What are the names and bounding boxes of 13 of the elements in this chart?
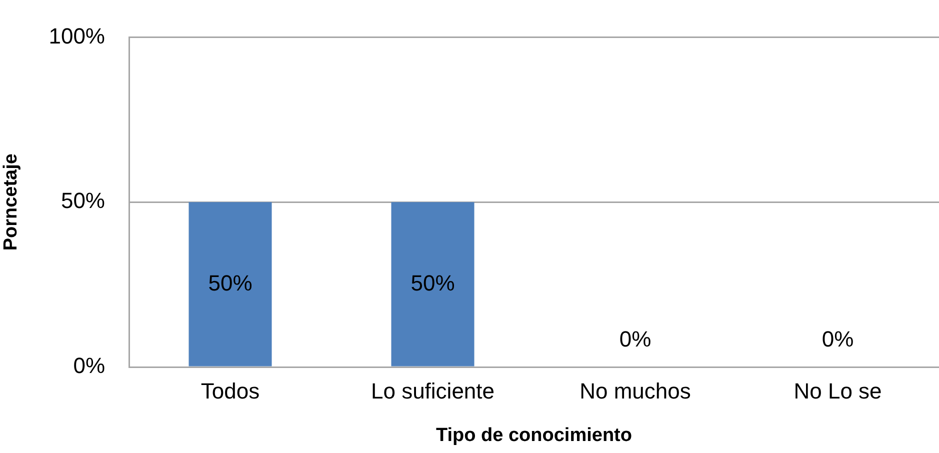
y-tick-label: 100% [48, 23, 105, 48]
data-label: 0% [619, 326, 652, 352]
x-tick-label: No muchos [580, 378, 691, 404]
x-axis-title: Tipo de conocimiento [436, 424, 632, 446]
x-tick-label: Lo suficiente [370, 378, 495, 404]
data-label: 50% [208, 270, 252, 296]
y-axis-title: Porncetaje [0, 154, 22, 251]
data-label: 0% [822, 326, 854, 352]
data-label: 50% [410, 270, 455, 296]
y-tick-label: 50% [60, 188, 105, 214]
y-tick-label: 0% [73, 353, 105, 378]
x-tick-label: Todos [200, 378, 260, 404]
x-tick-label: No Lo se [794, 378, 882, 404]
